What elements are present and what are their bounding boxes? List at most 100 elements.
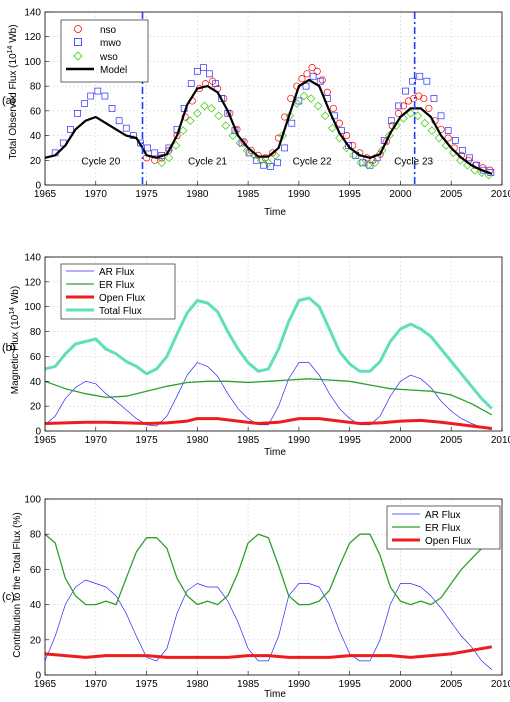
- y-tick-label: 120: [24, 277, 41, 288]
- wso-data-point: [377, 146, 387, 155]
- x-tick-label: 1985: [237, 435, 260, 446]
- cycle-label: Cycle 23: [394, 156, 433, 167]
- nso-data-point: [329, 104, 337, 112]
- x-tick-label: 1970: [85, 679, 108, 690]
- x-tick-label: 2000: [389, 679, 412, 690]
- wso-data-point: [278, 131, 287, 140]
- x-tick-label: 1965: [34, 189, 57, 200]
- panel-b-xlabel: Time: [264, 447, 286, 458]
- panel-a-grid: [45, 12, 502, 185]
- mwo-data-point: [423, 77, 431, 85]
- legend-mwo-marker: [74, 38, 82, 46]
- legend-model-label: Model: [100, 65, 127, 76]
- legend-wso-label: wso: [99, 52, 118, 63]
- x-tick-label: 1995: [339, 679, 362, 690]
- wso-data-point: [228, 131, 238, 140]
- wso-data-point: [363, 160, 373, 170]
- mwo-data-point: [206, 70, 213, 78]
- wso-data-point: [157, 158, 167, 168]
- nso-data-point: [415, 92, 423, 100]
- x-tick-label: 1975: [135, 679, 158, 690]
- y-tick-label: 40: [30, 131, 42, 142]
- wso-data-point: [214, 111, 223, 121]
- nso-data-point: [349, 141, 357, 150]
- wso-data-point: [328, 123, 337, 133]
- mwo-data-point: [122, 124, 130, 132]
- nso-data-point: [247, 146, 255, 154]
- nso-data-point: [313, 67, 321, 75]
- mwo-data-point: [151, 149, 159, 157]
- mwo-data-point: [87, 92, 95, 100]
- wso-data-point: [420, 118, 430, 128]
- y-tick-label: 40: [30, 600, 42, 611]
- mwo-data-point: [430, 95, 438, 102]
- panel-c-plot-frame: [44, 498, 503, 676]
- x-tick-label: 1970: [85, 435, 108, 446]
- panel-a-legend-box: [60, 19, 149, 83]
- wso-data-point: [427, 126, 437, 135]
- wso-data-point: [392, 121, 401, 130]
- y-tick-label: 120: [24, 32, 41, 43]
- nso-data-point: [425, 104, 433, 112]
- mwo-data-point: [108, 105, 116, 112]
- y-tick-label: 20: [30, 402, 42, 413]
- legend-b-open-label: Open Flux: [99, 293, 145, 304]
- wso-data-point: [356, 158, 366, 168]
- x-tick-label: 1980: [186, 679, 209, 690]
- legend-wso-marker: [73, 51, 83, 61]
- nso-data-point: [254, 151, 262, 159]
- mwo-data-point: [395, 102, 402, 110]
- nso-data-point: [240, 138, 248, 146]
- legend-nso-label: nso: [100, 25, 117, 36]
- mwo-data-point: [459, 147, 466, 154]
- wso-data-point: [384, 131, 394, 140]
- x-tick-label: 1965: [34, 435, 57, 446]
- wso-data-point: [306, 94, 316, 103]
- mwo-data-point: [387, 117, 395, 125]
- x-tick-label: 1985: [237, 189, 260, 200]
- mwo-data-point: [444, 127, 452, 134]
- x-tick-label: 1980: [186, 189, 209, 200]
- cycle-label: Cycle 21: [188, 156, 227, 167]
- nso-data-point: [323, 88, 331, 96]
- panel-a-legend: nso mwo wso Model: [60, 19, 149, 83]
- mwo-data-point: [193, 67, 201, 75]
- panel-c-label: (c): [2, 591, 15, 603]
- mwo-data-point: [309, 72, 317, 80]
- y-tick-label: 80: [30, 327, 42, 338]
- panel-a: 1965 1970 1975 1980 1985 1990 1995 2000 2005 201 0…: [2, 8, 510, 219]
- y-tick-label: 60: [30, 106, 42, 117]
- wso-data-point: [299, 91, 309, 101]
- legend-mwo-label: mwo: [100, 38, 122, 49]
- nso-data-point: [382, 138, 390, 146]
- wso-data-point: [164, 153, 174, 163]
- panel-b: 1965 1970 1975 1980 1985 1990 1995 2000 2005 201 0…: [2, 253, 510, 459]
- x-tick-label: 2000: [389, 435, 412, 446]
- panel-b-label: (b): [2, 342, 15, 354]
- y-tick-label: 140: [24, 8, 41, 19]
- wso-data-point: [406, 109, 415, 118]
- y-tick-label: 140: [24, 253, 41, 264]
- nso-data-point: [303, 70, 311, 78]
- legend-b-ar-label: AR Flux: [99, 267, 135, 278]
- x-tick-label: 2005: [440, 435, 463, 446]
- y-tick-label: 60: [30, 565, 42, 576]
- panel-b-legend: AR Flux ER Flux Open Flux Total Flux: [60, 263, 176, 320]
- nso-data-point: [420, 94, 428, 103]
- wso-data-point: [370, 158, 380, 168]
- y-tick-label: 40: [30, 377, 42, 388]
- y-tick-label: 80: [30, 530, 42, 541]
- wso-data-point: [264, 158, 273, 168]
- panel-c: 1965 1970 1975 1980 1985 1990 1995 2000 2005 201 0…: [2, 495, 510, 701]
- y-tick-label: 100: [24, 57, 41, 68]
- y-tick-label: 100: [24, 495, 41, 506]
- mwo-data-point: [281, 144, 289, 152]
- wso-data-point: [413, 111, 423, 121]
- nso-data-point: [335, 119, 344, 127]
- x-tick-label: 2005: [440, 189, 463, 200]
- panel-a-ticks: 1965 1970 1975 1980 1985 1990 1995 2000 2005 201 0…: [24, 8, 510, 201]
- x-tick-label: 1965: [34, 679, 57, 690]
- panel-c-legend: AR Flux ER Flux Open Flux: [386, 505, 501, 550]
